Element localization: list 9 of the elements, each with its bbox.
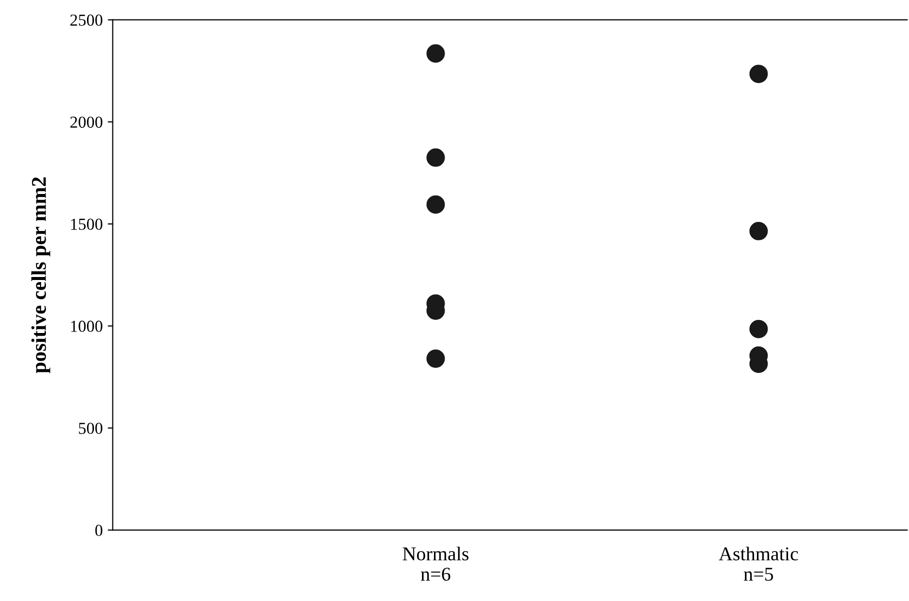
x-tick-label: Normals n=6 (402, 546, 468, 581)
y-tick-label: 1500 (71, 218, 102, 230)
y-tick-label: 2000 (70, 116, 102, 128)
y-tick-label: 0 (95, 524, 102, 536)
y-tick-label: 1000 (71, 320, 102, 332)
y-tick-label: 500 (78, 422, 102, 434)
y-axis-title: positive cells per mm2 (31, 177, 50, 374)
x-tick-label: Asthmatic n=5 (718, 546, 798, 581)
y-tick-label: 2500 (70, 14, 102, 26)
